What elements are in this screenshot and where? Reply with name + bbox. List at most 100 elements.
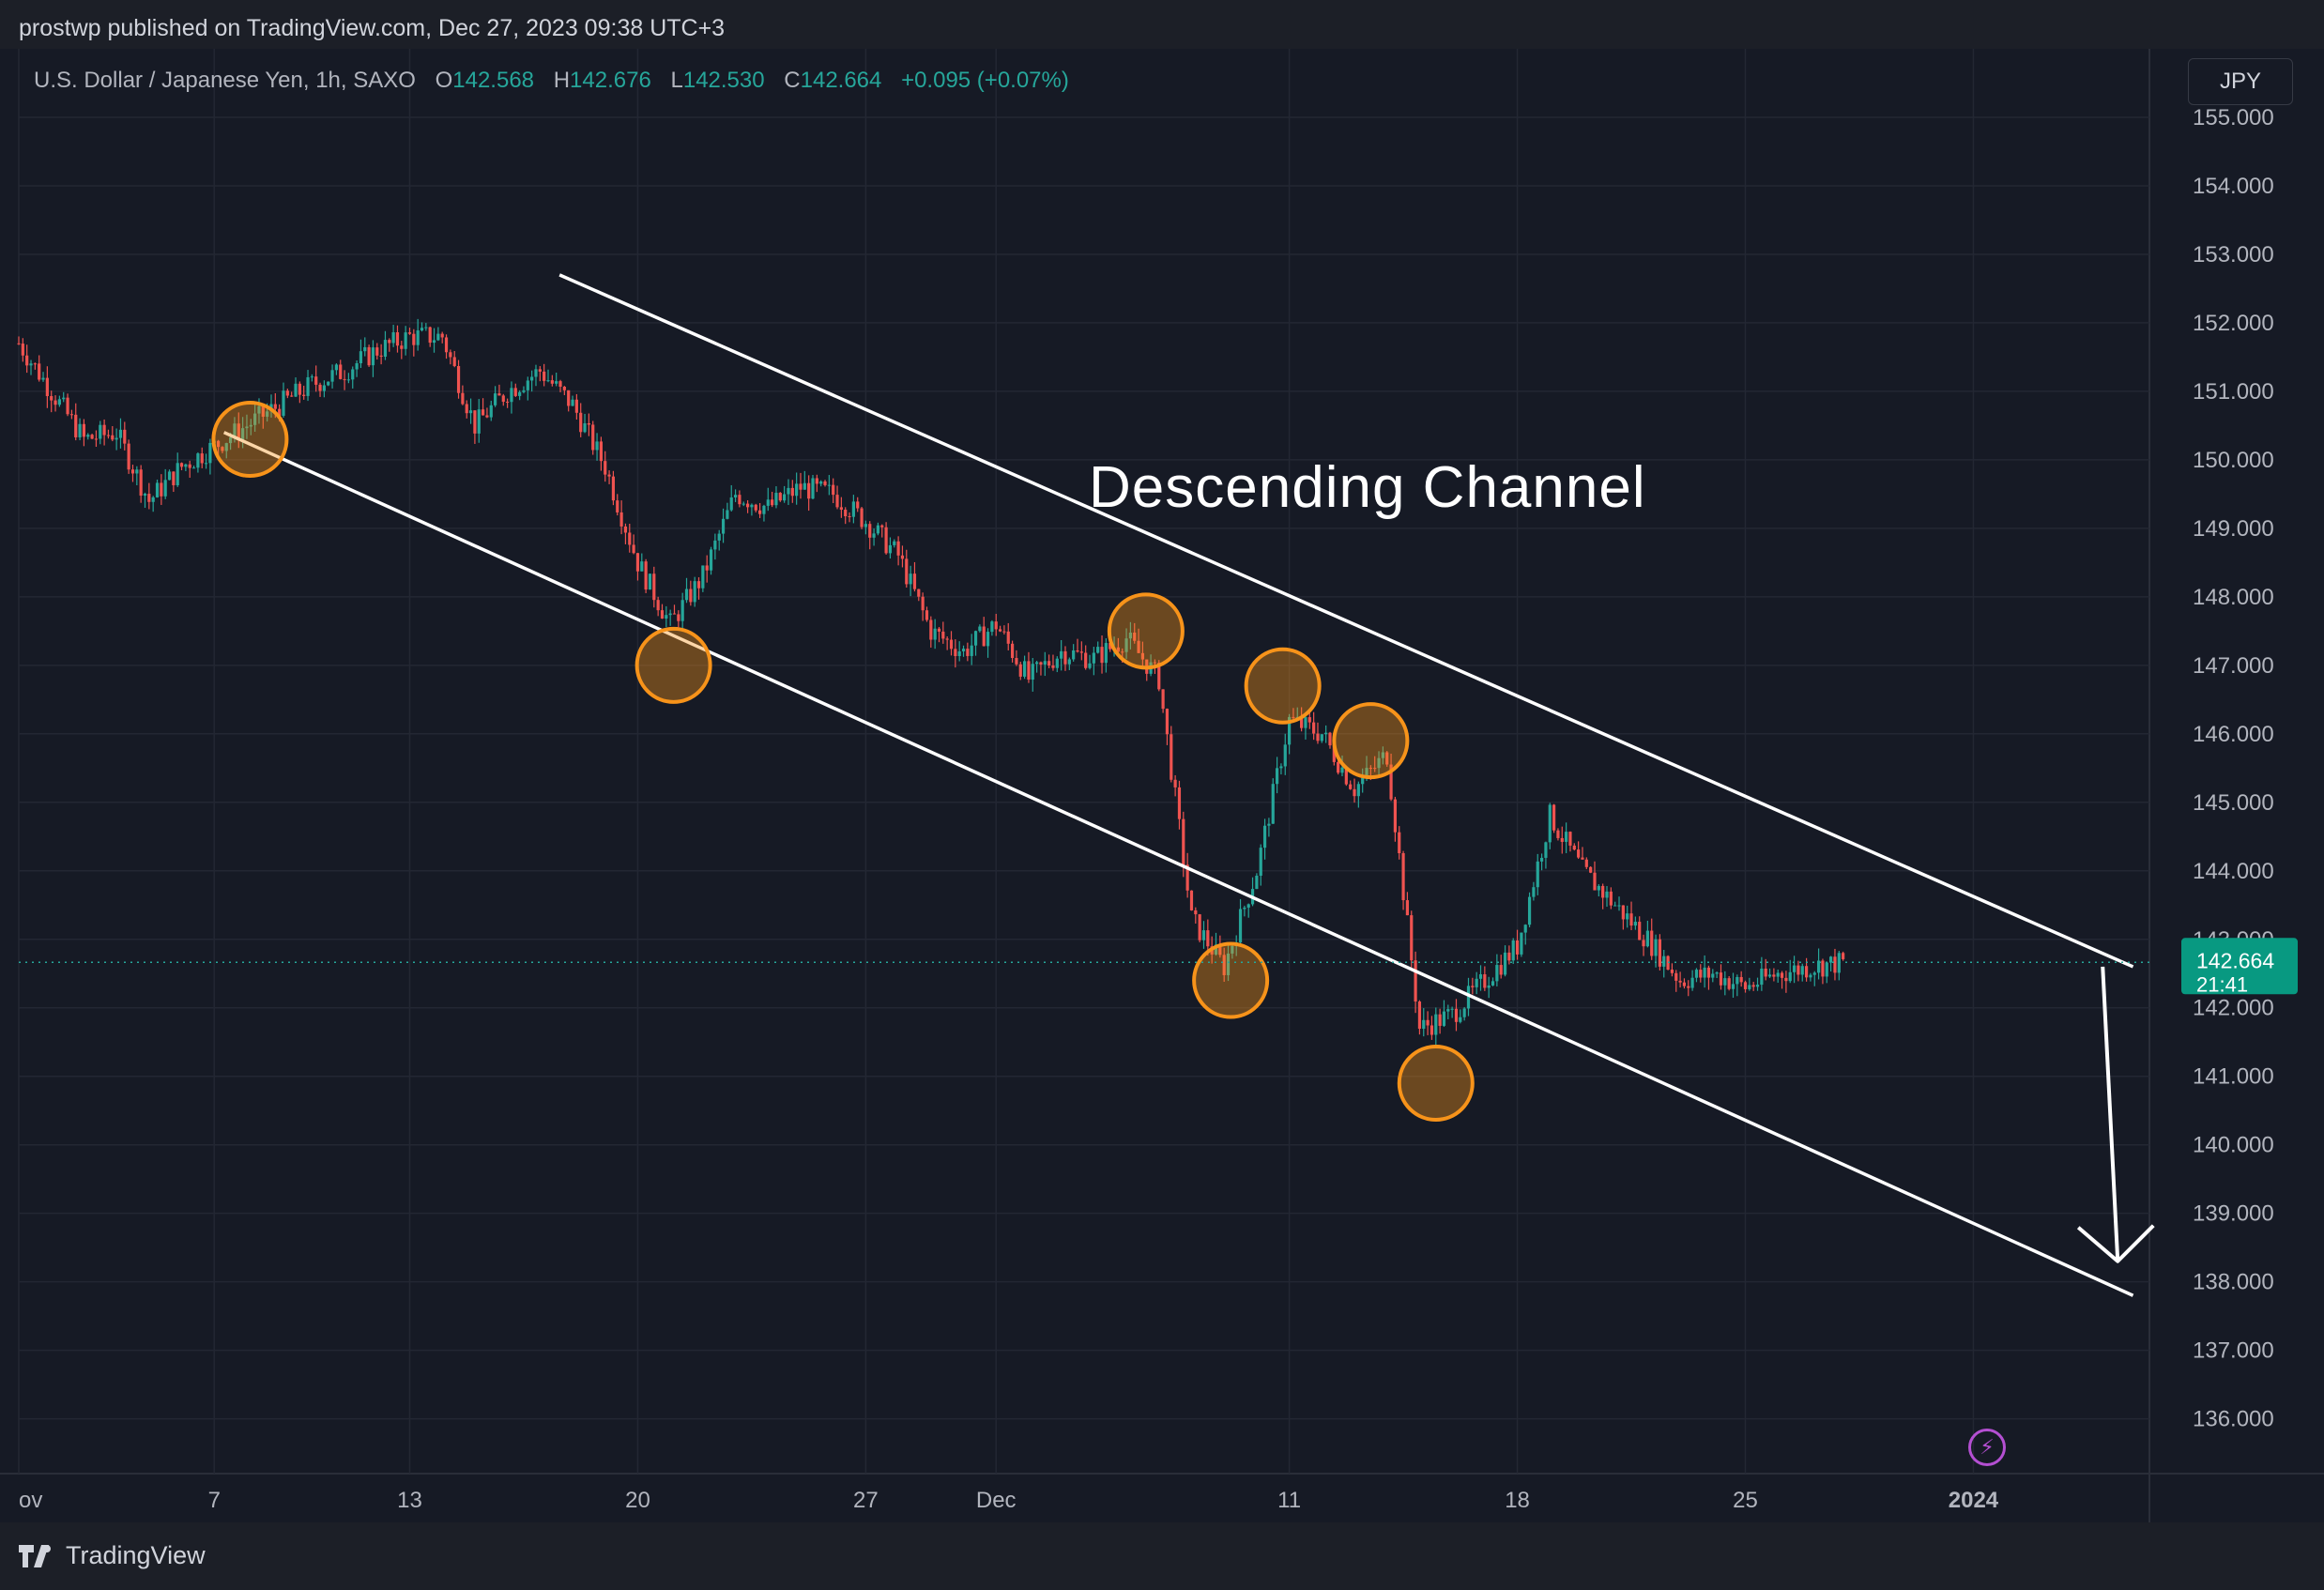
tradingview-logo[interactable]: TradingView <box>19 1541 206 1570</box>
candle-body <box>1055 658 1059 668</box>
candle-body <box>1454 1008 1459 1022</box>
candle-body <box>546 380 550 382</box>
candle-body <box>1589 866 1593 873</box>
candle-body <box>1760 968 1764 986</box>
candle-body <box>1544 842 1548 858</box>
candle-body <box>1422 1019 1426 1030</box>
candle-body <box>574 399 578 413</box>
candle-body <box>1324 732 1328 735</box>
candle-body <box>1018 664 1022 677</box>
candle-body <box>1312 722 1316 734</box>
candle-body <box>1699 970 1703 978</box>
candle-body <box>1633 922 1637 926</box>
candle-body <box>1743 982 1748 989</box>
candle-body <box>1076 650 1079 652</box>
candle-body <box>1161 689 1165 710</box>
candle-body <box>1010 643 1015 659</box>
candle-body <box>1377 757 1381 769</box>
candle-body <box>1617 905 1621 907</box>
candle-body <box>583 423 587 433</box>
candle-body <box>327 381 330 386</box>
candle-body <box>839 507 843 511</box>
chart-area[interactable] <box>0 49 2324 1522</box>
candle-body <box>860 508 864 527</box>
candle-body <box>1711 973 1715 978</box>
candle-body <box>1507 952 1511 961</box>
candle-body <box>477 409 481 434</box>
price-tick-label: 149.000 <box>2193 516 2274 542</box>
last-price-tag <box>2181 938 2298 995</box>
time-tick-label: 7 <box>208 1488 221 1513</box>
candle-body <box>1609 891 1613 906</box>
candle-body <box>1475 978 1478 987</box>
candle-body <box>1353 788 1356 797</box>
candle-body <box>900 555 905 559</box>
candle-body <box>1727 978 1731 989</box>
candle-body <box>200 453 204 464</box>
candle-body <box>1116 647 1120 652</box>
price-tick-label: 147.000 <box>2193 653 2274 679</box>
candle-body <box>1715 972 1719 974</box>
candle-body <box>1414 960 1417 1002</box>
candle-body <box>994 621 998 630</box>
candle-body <box>925 610 929 620</box>
lightning-icon[interactable]: ⚡ <box>1968 1429 2006 1466</box>
time-tick-label: Dec <box>976 1488 1017 1513</box>
candle-body <box>1381 752 1384 758</box>
candle-body <box>1104 643 1108 664</box>
candle-body <box>473 410 477 434</box>
candle-body <box>811 478 815 499</box>
candle-body <box>1621 905 1625 920</box>
candle-body <box>758 510 762 514</box>
candle-body <box>848 516 851 518</box>
low-label: L <box>670 68 683 93</box>
time-tick-label: 25 <box>1733 1488 1758 1513</box>
candle-body <box>1231 945 1234 954</box>
candle-body <box>196 453 200 468</box>
candle-body <box>648 573 652 590</box>
candle-body <box>961 649 966 651</box>
candle-body <box>978 626 982 632</box>
candle-body <box>160 482 163 497</box>
candle-body <box>1520 932 1523 955</box>
candle-body <box>762 505 766 514</box>
symbol-legend[interactable]: U.S. Dollar / Japanese Yen, 1h, SAXO O14… <box>34 68 1069 94</box>
time-tick-label: 18 <box>1505 1488 1530 1513</box>
candle-body <box>1784 977 1788 982</box>
candle-body <box>233 423 237 437</box>
candle-body <box>1006 631 1010 644</box>
candle-body <box>1283 744 1287 767</box>
open-value: 142.568 <box>452 68 535 93</box>
candle-body <box>1678 980 1682 983</box>
candle-body <box>449 352 452 358</box>
candle-body <box>815 478 818 484</box>
candle-body <box>1515 940 1520 955</box>
candle-body <box>680 600 684 621</box>
candle-body <box>591 424 595 451</box>
candle-body <box>1483 974 1487 988</box>
candle-body <box>322 385 326 391</box>
time-axis: ov 7 13 20 27 Dec 11 18 25 2024 <box>19 1488 1999 1513</box>
candle-body <box>339 364 343 379</box>
candle-body <box>191 467 196 469</box>
bar-countdown: 21:41 <box>2196 972 2248 996</box>
candle-body <box>616 500 619 512</box>
candle-body <box>224 443 228 451</box>
candle-body <box>1629 913 1633 926</box>
candle-body <box>1833 956 1837 973</box>
candle-body <box>452 357 456 366</box>
candle-body <box>257 405 261 414</box>
candle-body <box>456 365 461 393</box>
candle-body <box>143 494 147 497</box>
candle-body <box>290 395 294 397</box>
candle-body <box>346 379 351 381</box>
touch-point-marker <box>1244 647 1322 725</box>
candle-body <box>1206 930 1210 947</box>
candle-body <box>652 573 656 601</box>
candle-body <box>790 487 794 497</box>
candle-body <box>428 327 432 344</box>
candle-body <box>1385 752 1389 765</box>
currency-button[interactable]: JPY <box>2188 58 2293 105</box>
candle-body <box>1300 716 1304 728</box>
